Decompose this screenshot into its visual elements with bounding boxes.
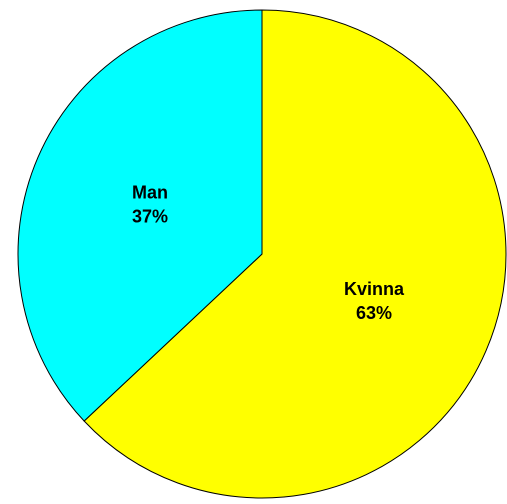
- slice-value-label: 63%: [356, 303, 392, 323]
- slice-category-label: Kvinna: [344, 279, 405, 299]
- slice-value-label: 37%: [132, 206, 168, 226]
- pie-slice: [83, 9, 507, 499]
- pie-slice: [17, 9, 263, 422]
- slice-category-label: Man: [132, 182, 168, 202]
